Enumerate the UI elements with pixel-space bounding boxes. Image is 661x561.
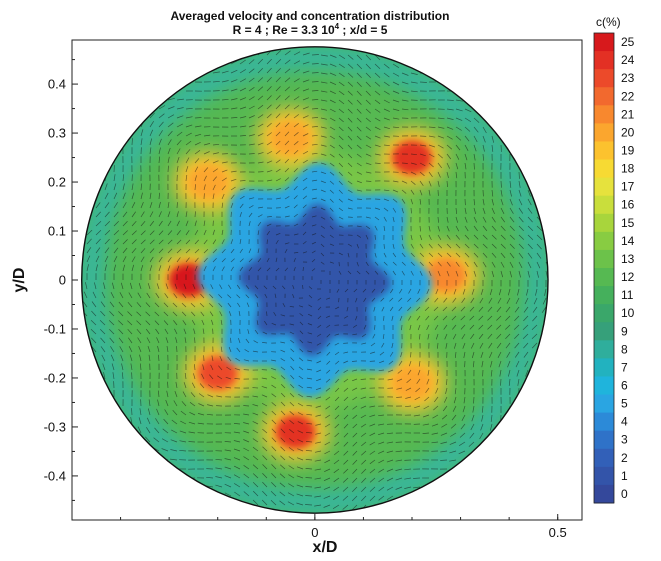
colorbar-title: c(%) — [596, 15, 621, 29]
field-rim — [81, 46, 548, 514]
colorbar-swatch-0 — [594, 484, 614, 504]
subtitle-tail: ; x/d = 5 — [339, 23, 388, 37]
colorbar-label-9: 9 — [621, 324, 628, 338]
y-tick-label-8: -0.4 — [44, 468, 66, 483]
colorbar-swatch-5 — [594, 394, 614, 414]
colorbar-label-0: 0 — [621, 487, 628, 501]
colorbar-swatch-22 — [594, 87, 614, 106]
colorbar-swatch-9 — [594, 322, 614, 341]
colorbar-swatch-10 — [594, 304, 614, 323]
colorbar-label-7: 7 — [621, 360, 628, 374]
axes: 0.4 0.3 0.2 0.1 0 -0.1 -0.2 -0.3 -0.4 0 0.5 x/D y/D — [11, 39, 583, 556]
colorbar-swatch-12 — [594, 268, 614, 287]
colorbar-swatch-8 — [594, 340, 614, 359]
y-tick-label-7: -0.3 — [44, 419, 66, 434]
colorbar-label-3: 3 — [621, 433, 628, 447]
colorbar-label-4: 4 — [621, 415, 628, 429]
chart-subtitle: R = 4 ; Re = 3.3 104 ; x/d = 5 — [80, 22, 540, 37]
x-tick-label-0: 0 — [311, 525, 318, 540]
colorbar-swatch-17 — [594, 177, 614, 197]
colorbar-swatch-13 — [594, 249, 614, 269]
colorbar-label-2: 2 — [621, 451, 628, 465]
colorbar-label-16: 16 — [621, 198, 635, 212]
colorbar-label-24: 24 — [621, 53, 635, 67]
colorbar-label-13: 13 — [621, 252, 635, 266]
colorbar-label-18: 18 — [621, 162, 635, 176]
colorbar-swatch-14 — [594, 231, 614, 251]
y-tick-label-3: 0.1 — [48, 224, 66, 239]
y-tick-label-4: 0 — [59, 273, 66, 288]
y-tick-label-2: 0.2 — [48, 175, 66, 190]
colorbar-label-15: 15 — [621, 216, 635, 230]
colorbar-label-8: 8 — [621, 342, 628, 356]
subtitle-text: R = 4 ; Re = 3.3 10 — [232, 23, 335, 37]
concentration-field — [81, 46, 548, 514]
colorbar-label-21: 21 — [621, 107, 635, 121]
colorbar-swatch-25 — [594, 33, 614, 52]
plot-frame — [81, 46, 549, 514]
colorbar-swatch-15 — [594, 213, 614, 233]
colorbar-swatch-21 — [594, 105, 614, 124]
colorbar-swatch-1 — [594, 466, 614, 486]
colorbar-label-23: 23 — [621, 71, 635, 85]
colorbar-label-17: 17 — [621, 180, 635, 194]
colorbar-swatch-3 — [594, 430, 614, 450]
colorbar-label-10: 10 — [621, 306, 635, 320]
hot-spot-5 — [197, 356, 238, 391]
hot-spot-2 — [426, 258, 466, 293]
colorbar-label-19: 19 — [621, 144, 635, 158]
hot-spot-1 — [392, 140, 432, 175]
chart-title: Averaged velocity and concentration dist… — [170, 9, 450, 23]
y-tick-label-6: -0.2 — [44, 370, 66, 385]
hot-spot-3 — [392, 365, 432, 400]
colorbar-label-5: 5 — [621, 397, 628, 411]
colorbar-swatch-20 — [594, 123, 614, 142]
colorbar-label-25: 25 — [621, 35, 635, 49]
colorbar-label-1: 1 — [621, 469, 628, 483]
core-region — [239, 204, 391, 356]
x-axis-title: x/D — [313, 539, 338, 556]
hot-spot-7 — [188, 165, 228, 200]
colorbar-label-14: 14 — [621, 234, 635, 248]
hot-spot-4 — [275, 414, 316, 449]
colorbar-label-6: 6 — [621, 379, 628, 393]
colorbar-swatch-7 — [594, 358, 614, 377]
hot-spot-0 — [270, 120, 311, 155]
colorbar-label-20: 20 — [621, 125, 635, 139]
colorbar-frame — [593, 32, 615, 504]
colorbar-swatch-11 — [594, 286, 614, 305]
colorbar-swatch-6 — [594, 376, 614, 396]
colorbar-label-12: 12 — [621, 270, 635, 284]
y-tick-label-1: 0.3 — [48, 126, 66, 141]
velocity-vectors — [81, 49, 548, 511]
colorbar: c(%)252423222120191817161514131211109876… — [593, 15, 635, 504]
colorbar-label-11: 11 — [621, 288, 634, 302]
y-axis-title: y/D — [11, 268, 28, 293]
colorbar-swatch-16 — [594, 195, 614, 215]
colorbar-swatch-24 — [594, 51, 614, 70]
colorbar-swatch-19 — [594, 141, 614, 161]
disc-boundary — [81, 46, 549, 514]
y-tick-label-0: 0.4 — [48, 77, 66, 92]
x-tick-label-1: 0.5 — [549, 525, 567, 540]
colorbar-swatch-18 — [594, 159, 614, 179]
colorbar-swatch-23 — [594, 69, 614, 88]
colorbar-swatch-2 — [594, 448, 614, 468]
colorbar-swatch-4 — [594, 412, 614, 432]
colorbar-label-22: 22 — [621, 89, 635, 103]
subtitle-exponent: 4 — [334, 22, 340, 31]
y-tick-label-5: -0.1 — [44, 321, 66, 336]
